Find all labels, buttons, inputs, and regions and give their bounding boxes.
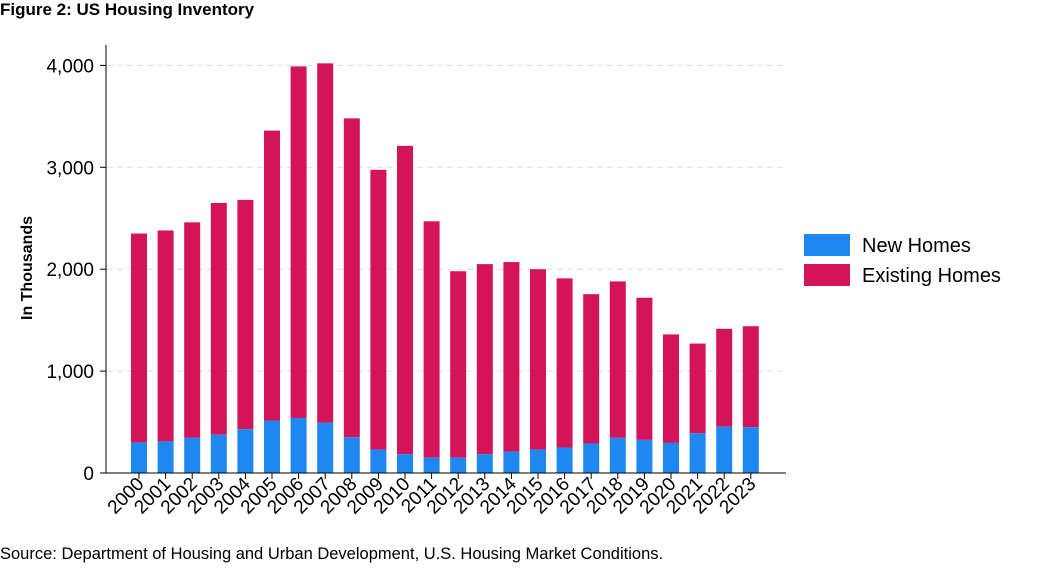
bar-existing-homes-2000 (131, 233, 147, 443)
bar-existing-homes-2016 (556, 278, 573, 448)
bar-new-homes-2015 (530, 449, 546, 473)
y-ticks: 0 1,000 2,000 3,000 4,000 (46, 56, 106, 485)
figure-title: Figure 2: US Housing Inventory (0, 0, 255, 19)
legend-swatch-existing-homes (804, 264, 850, 286)
bar-new-homes-2007 (317, 422, 334, 473)
y-tick-label: 3,000 (46, 158, 94, 179)
bar-new-homes-2010 (397, 454, 413, 473)
legend: New Homes Existing Homes (804, 234, 1001, 287)
bar-new-homes-2001 (157, 441, 174, 473)
bar-new-homes-2018 (609, 437, 626, 473)
bars (131, 63, 759, 473)
legend-label-existing-homes: Existing Homes (862, 265, 1001, 287)
x-ticks: 2000200120022003200420052006200720082009… (104, 473, 760, 518)
bar-new-homes-2012 (450, 457, 467, 473)
bar-new-homes-2003 (210, 434, 227, 473)
bar-existing-homes-2007 (317, 63, 334, 423)
bar-existing-homes-2001 (157, 230, 174, 442)
bar-existing-homes-2018 (609, 281, 626, 438)
bar-existing-homes-2003 (210, 202, 227, 435)
bar-new-homes-2021 (689, 433, 706, 473)
bar-new-homes-2017 (583, 443, 600, 473)
bar-existing-homes-2006 (290, 66, 307, 418)
y-tick-label: 4,000 (46, 56, 94, 77)
y-tick-label: 2,000 (46, 260, 94, 281)
bar-existing-homes-2019 (636, 297, 653, 440)
y-axis-title: In Thousands (19, 216, 36, 320)
bar-existing-homes-2017 (583, 294, 600, 444)
bar-existing-homes-2021 (689, 343, 706, 434)
bar-existing-homes-2022 (716, 328, 733, 427)
bar-existing-homes-2015 (530, 269, 546, 450)
bar-existing-homes-2009 (370, 169, 387, 450)
legend-label-new-homes: New Homes (862, 235, 971, 257)
bar-new-homes-2013 (476, 454, 493, 473)
bar-new-homes-2005 (264, 420, 280, 473)
bar-existing-homes-2010 (397, 145, 413, 455)
stacked-bar-chart: 0 1,000 2,000 3,000 4,000 200020012002200320… (19, 45, 1001, 518)
bar-existing-homes-2004 (237, 199, 254, 430)
axes (105, 45, 786, 474)
bar-existing-homes-2013 (476, 264, 493, 455)
bar-new-homes-2004 (237, 429, 254, 473)
bar-existing-homes-2020 (663, 334, 679, 443)
gridlines (107, 64, 786, 372)
bar-existing-homes-2002 (184, 222, 201, 438)
y-tick-label: 1,000 (46, 362, 94, 383)
bar-new-homes-2008 (343, 437, 360, 473)
source-note: Source: Department of Housing and Urban … (0, 545, 664, 563)
legend-swatch-new-homes (804, 234, 850, 256)
bar-new-homes-2014 (503, 451, 520, 473)
bar-new-homes-2023 (742, 427, 759, 473)
bar-new-homes-2020 (663, 442, 679, 473)
bar-existing-homes-2011 (423, 221, 440, 458)
bar-new-homes-2006 (290, 417, 307, 473)
bar-existing-homes-2014 (503, 262, 520, 452)
y-tick-label: 0 (83, 464, 94, 485)
bar-existing-homes-2023 (742, 326, 759, 428)
bar-new-homes-2019 (636, 439, 653, 473)
bar-existing-homes-2008 (343, 118, 360, 438)
bar-existing-homes-2005 (264, 130, 280, 421)
bar-new-homes-2016 (556, 447, 573, 473)
bar-new-homes-2022 (716, 426, 733, 473)
bar-new-homes-2009 (370, 449, 387, 473)
bar-new-homes-2002 (184, 437, 201, 473)
bar-new-homes-2000 (131, 442, 147, 473)
bar-new-homes-2011 (423, 457, 440, 473)
bar-existing-homes-2012 (450, 271, 467, 458)
